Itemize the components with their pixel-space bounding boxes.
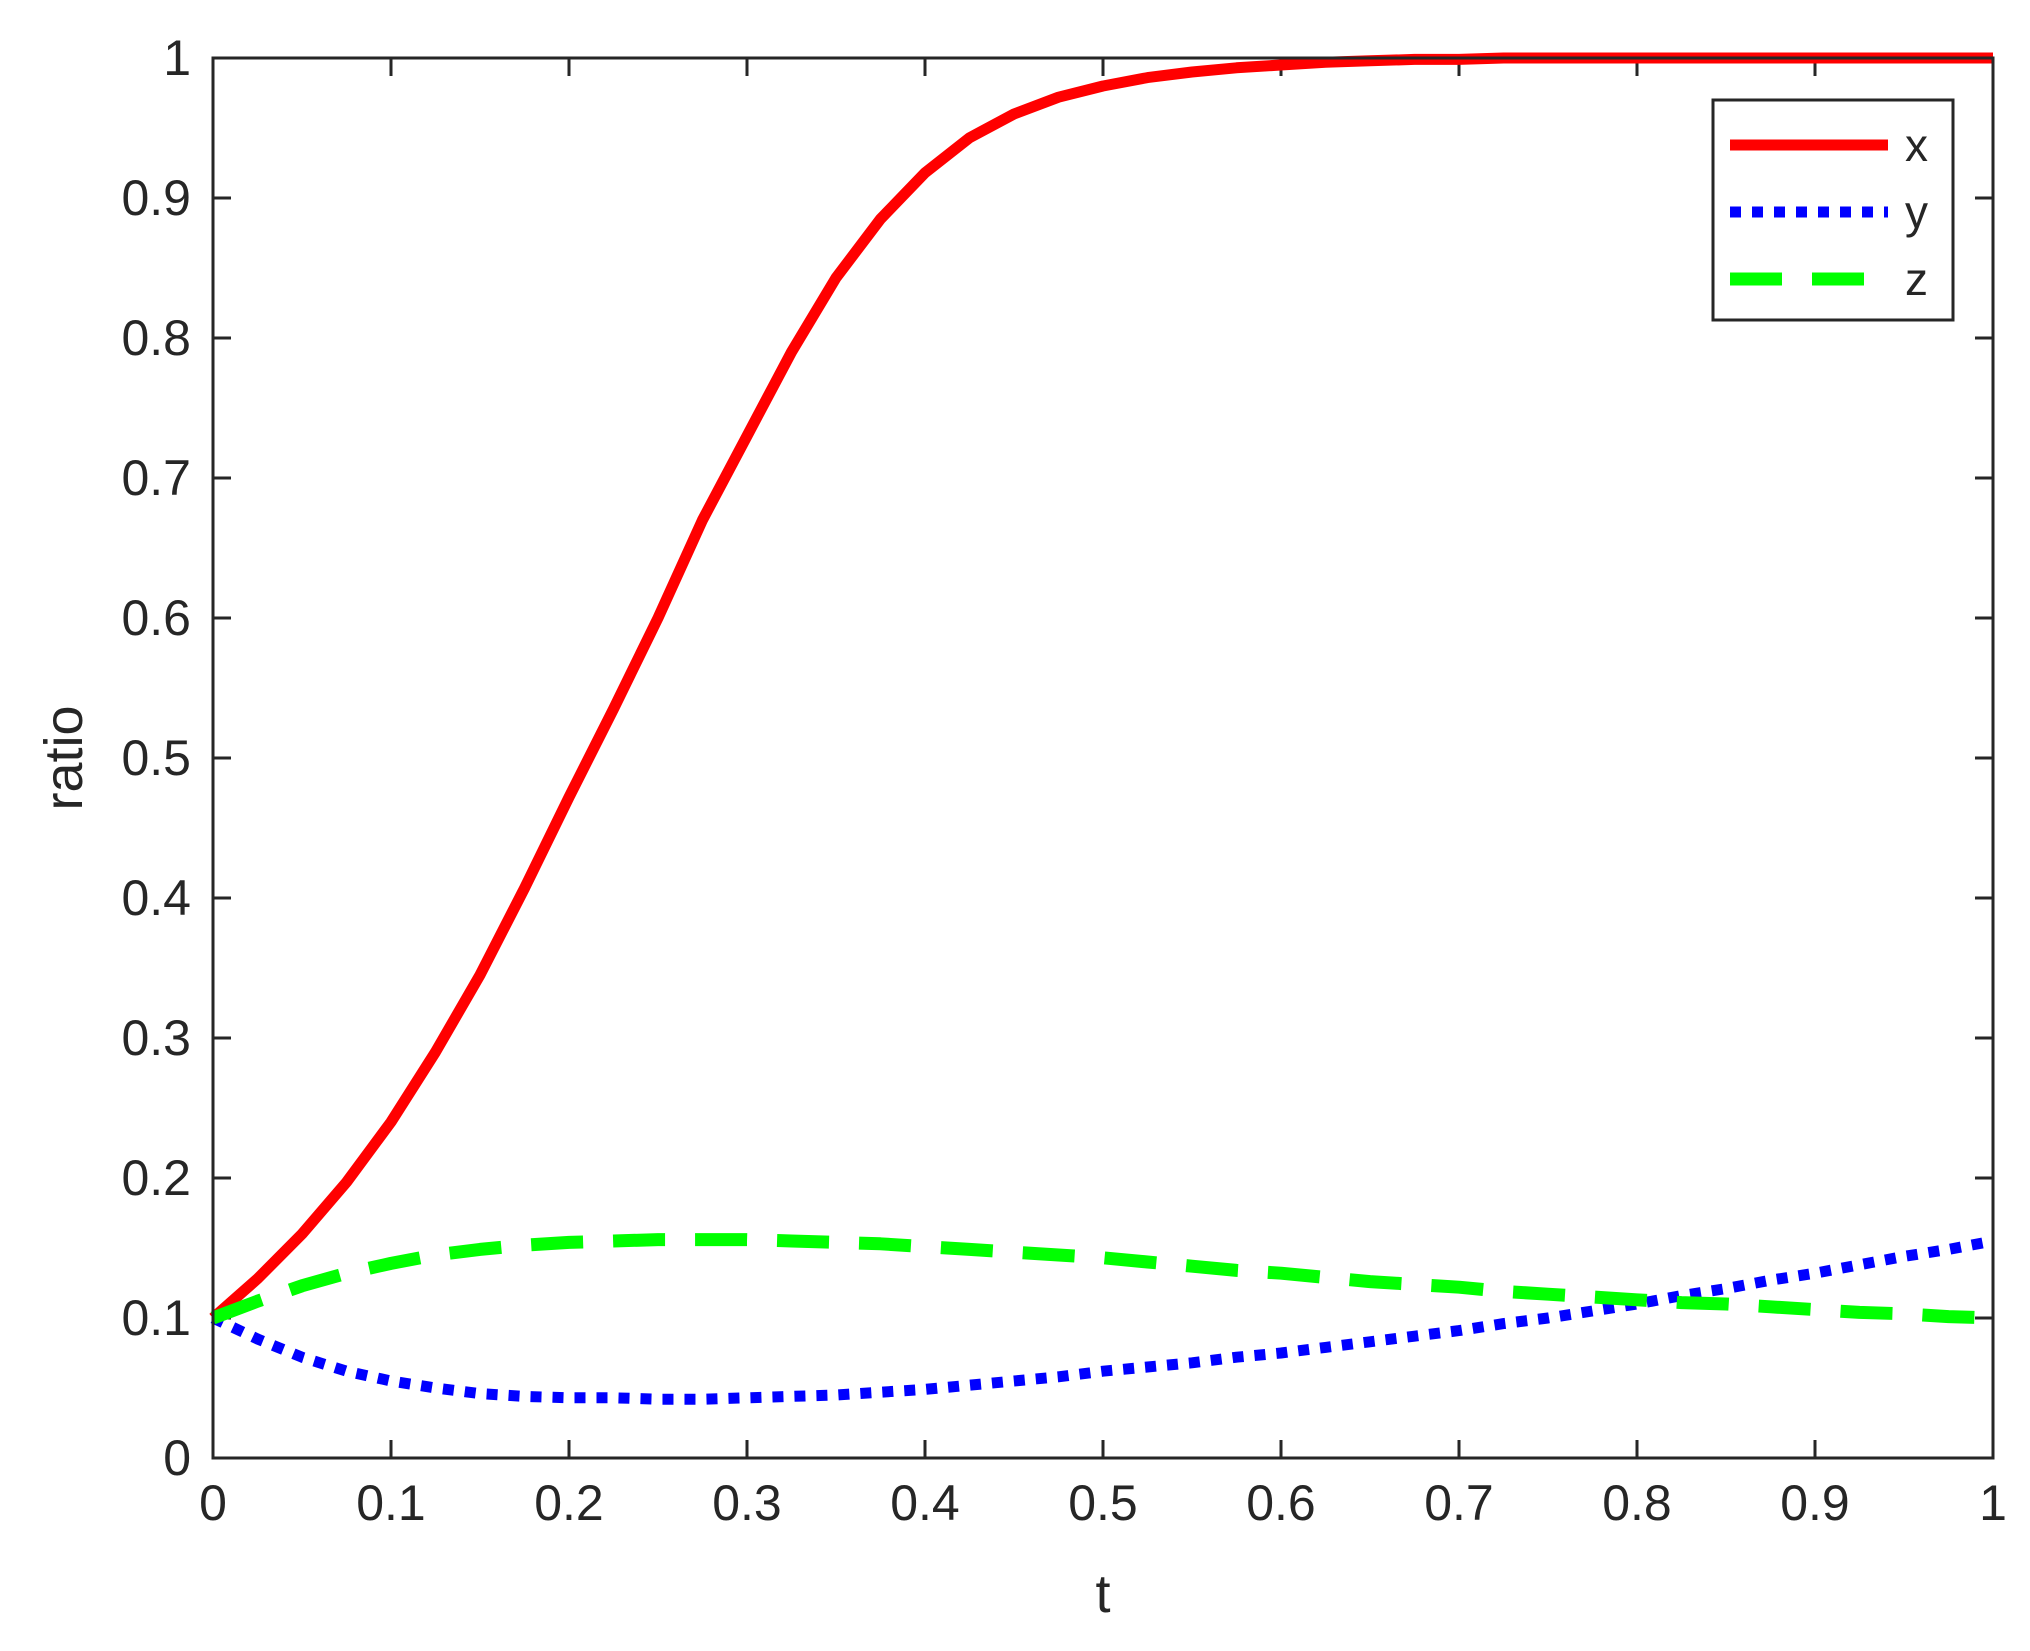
y-tick-label: 0.6 [121,590,191,646]
x-axis-label: t [1095,1564,1110,1624]
y-axis-label: ratio [34,705,94,810]
x-tick-label: 0.8 [1602,1475,1672,1531]
series-line-z [210,1233,1994,1325]
y-tick-label: 1 [163,30,191,86]
x-tick-label: 1 [1979,1475,2007,1531]
y-tick-label: 0.8 [121,310,191,366]
legend-label-x: x [1905,119,1928,171]
legend-label-y: y [1905,186,1928,238]
plot-area [213,58,1993,1458]
y-tick-label: 0.2 [121,1150,191,1206]
legend-label-z: z [1905,253,1928,305]
y-tick-label: 0.3 [121,1010,191,1066]
legend: xyz [1711,98,1955,322]
x-tick-label: 0.5 [1068,1475,1138,1531]
x-tick-label: 0.6 [1246,1475,1316,1531]
y-tick-label: 0.7 [121,450,191,506]
tick-marks [211,56,1995,1460]
x-tick-labels: 0 0.1 0.2 0.3 0.4 0.5 0.6 0.7 0.8 0.9 1 [199,1475,2007,1531]
axes-box [211,56,1995,1460]
x-tick-label: 0.1 [356,1475,426,1531]
x-tick-label: 0.7 [1424,1475,1494,1531]
series-line-y [210,1235,1995,1405]
x-tick-label: 0.9 [1780,1475,1850,1531]
y-tick-label: 0.4 [121,870,191,926]
x-tick-label: 0.3 [712,1475,782,1531]
x-tick-label: 0 [199,1475,227,1531]
x-tick-label: 0.4 [890,1475,960,1531]
y-tick-label: 0 [163,1430,191,1486]
x-tick-label: 0.2 [534,1475,604,1531]
y-tick-label: 0.5 [121,730,191,786]
y-tick-label: 0.1 [121,1290,191,1346]
y-tick-label: 0.9 [121,170,191,226]
y-tick-labels: 0 0.1 0.2 0.3 0.4 0.5 0.6 0.7 0.8 0.9 1 [121,30,191,1486]
